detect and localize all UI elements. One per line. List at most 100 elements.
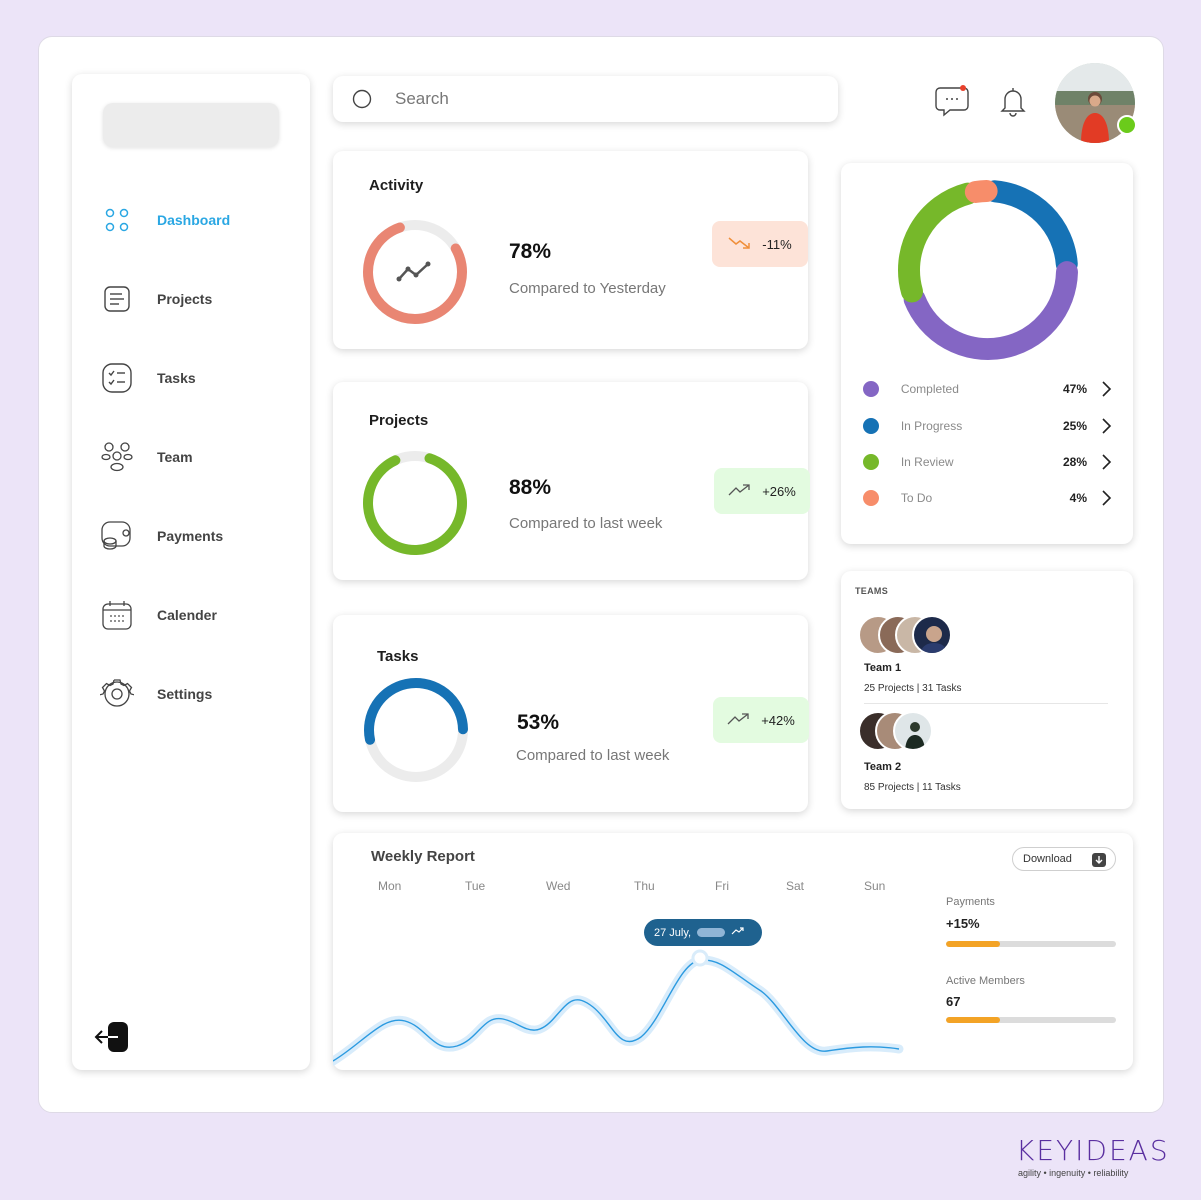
sidebar-item-label: Tasks [157, 370, 196, 386]
sidebar-item-tasks[interactable]: Tasks [98, 358, 298, 398]
sidebar-item-label: Dashboard [157, 212, 231, 228]
trend-down-icon [728, 236, 752, 253]
tasks-progress-ring [364, 678, 468, 782]
change-value: +26% [762, 483, 796, 499]
legend-percent: 25% [1062, 419, 1087, 433]
day-label: Wed [546, 879, 571, 893]
brand-logo: KEYIDEAS agility • ingenuity • reliabili… [1016, 1134, 1168, 1184]
grid-dots-icon [98, 201, 136, 239]
sidebar-item-team[interactable]: Team [98, 437, 298, 477]
sidebar: Dashboard Projects Tasks Team Payments C… [72, 74, 310, 1070]
activity-progress-ring [363, 220, 467, 324]
checklist-icon [98, 359, 136, 397]
change-value: +42% [761, 712, 795, 728]
sidebar-item-calender[interactable]: Calender [98, 595, 298, 635]
download-button[interactable]: Download [1012, 847, 1116, 871]
people-icon [98, 438, 136, 476]
payments-progress-bar [946, 941, 1116, 947]
sidebar-item-label: Payments [157, 528, 224, 544]
online-status-indicator [1117, 115, 1137, 135]
chevron-right-icon[interactable] [1099, 489, 1113, 507]
chart-point-marker[interactable] [691, 949, 709, 967]
legend-label: To Do [900, 491, 933, 505]
change-badge: -11% [712, 221, 808, 267]
team-meta: 85 Projects | 11 Tasks [864, 782, 961, 793]
change-value: -11% [762, 236, 792, 252]
teams-title: TEAMS [855, 586, 888, 596]
day-label: Sun [864, 879, 886, 893]
tooltip-pill [697, 928, 726, 937]
search-input[interactable] [395, 84, 815, 114]
day-label: Fri [715, 879, 729, 893]
sidebar-item-label: Team [157, 449, 193, 465]
legend-dot [863, 454, 879, 470]
donut-segment-in-review [898, 182, 979, 303]
team-name[interactable]: Team 1 [864, 662, 902, 674]
tasks-subtitle: Compared to last week [516, 747, 670, 764]
team-name[interactable]: Team 2 [864, 761, 902, 773]
active-members-value: 67 [946, 994, 961, 1009]
card-title: Activity [369, 177, 424, 194]
chart-tooltip: 27 July, [644, 919, 762, 946]
download-icon [1091, 852, 1107, 868]
legend-percent: 47% [1062, 382, 1087, 396]
chevron-right-icon[interactable] [1099, 417, 1113, 435]
legend-row-completed[interactable]: Completed 47% [863, 378, 1113, 400]
legend-percent: 4% [1069, 491, 1087, 505]
activity-value: 78% [509, 240, 552, 263]
divider [864, 703, 1108, 704]
calendar-icon [98, 596, 136, 634]
chevron-right-icon[interactable] [1099, 380, 1113, 398]
legend-percent: 28% [1062, 455, 1087, 469]
team-member-avatar [893, 711, 933, 751]
search-icon [352, 89, 372, 109]
chat-icon[interactable] [934, 84, 970, 118]
legend-row-in-progress[interactable]: In Progress 25% [863, 415, 1113, 437]
sidebar-item-label: Settings [157, 686, 213, 702]
day-label: Sat [786, 879, 805, 893]
search-bar [333, 76, 838, 122]
day-label: Thu [634, 879, 655, 893]
sidebar-item-payments[interactable]: Payments [98, 516, 298, 556]
activity-subtitle: Compared to Yesterday [509, 280, 666, 297]
sidebar-item-label: Projects [157, 291, 213, 307]
legend-label: In Progress [900, 419, 963, 433]
download-label: Download [1023, 853, 1072, 865]
document-icon [98, 280, 136, 318]
progress-fill [946, 1017, 1001, 1023]
payments-label: Payments [946, 896, 995, 908]
active-members-progress-bar [946, 1017, 1116, 1023]
sidebar-item-projects[interactable]: Projects [98, 279, 298, 319]
teams-card: TEAMS Team 1 25 Projects | 31 Tasks Team… [841, 571, 1133, 809]
logout-icon[interactable] [94, 1019, 134, 1055]
chevron-right-icon[interactable] [1099, 453, 1113, 471]
sidebar-item-settings[interactable]: Settings [98, 674, 298, 714]
projects-progress-ring [363, 451, 467, 555]
active-members-label: Active Members [946, 975, 1025, 987]
brand-name: KEYIDEAS [1016, 1134, 1170, 1167]
legend-dot [863, 381, 879, 397]
bell-icon[interactable] [996, 84, 1030, 118]
team-member-avatar [912, 615, 952, 655]
sidebar-item-label: Calender [157, 607, 217, 623]
progress-fill [946, 941, 1001, 947]
logo-placeholder [103, 103, 279, 147]
trend-up-icon [727, 712, 751, 729]
projects-card: Projects 88% Compared to last week +26% [333, 382, 810, 580]
trend-up-icon [731, 926, 745, 939]
trend-up-icon [728, 483, 752, 500]
weekly-report-card: Weekly Report Mon Tue Wed Thu Fri Sat Su… [333, 833, 1133, 1070]
day-label: Tue [465, 879, 486, 893]
weekly-line-chart [333, 949, 904, 1066]
legend-row-to-do[interactable]: To Do 4% [863, 487, 1113, 509]
status-donut-card: Completed 47% In Progress 25% In Review … [841, 163, 1133, 544]
payments-value: +15% [946, 916, 980, 931]
legend-label: Completed [900, 382, 959, 396]
projects-value: 88% [509, 476, 552, 499]
tasks-card: Tasks 53% Compared to last week +42% [333, 615, 809, 812]
gear-icon [98, 675, 136, 713]
sidebar-item-dashboard[interactable]: Dashboard [98, 200, 298, 240]
legend-row-in-review[interactable]: In Review 28% [863, 451, 1113, 473]
team-meta: 25 Projects | 31 Tasks [864, 683, 962, 694]
status-donut-chart [898, 180, 1078, 360]
